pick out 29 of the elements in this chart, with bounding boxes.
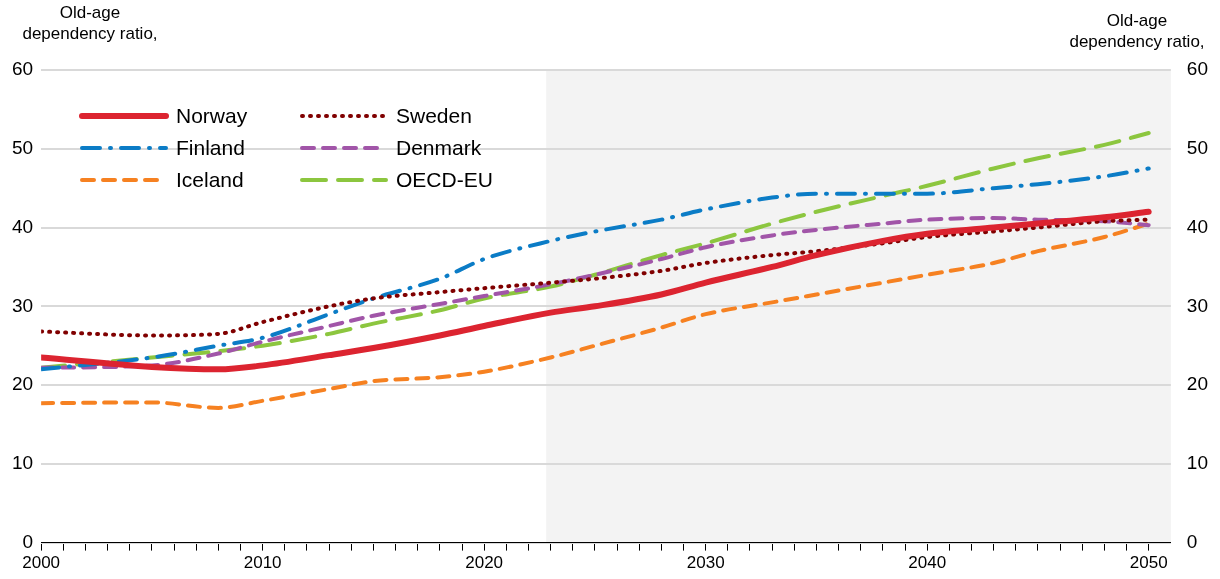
x-tick-label: 2020: [465, 553, 504, 573]
legend-label: OECD-EU: [396, 168, 493, 192]
y-tick-label: 10: [11, 452, 34, 474]
y2-tick-label: 0: [1186, 530, 1198, 552]
y-tick-label: 60: [11, 58, 34, 80]
y-axis-title: Old-age dependency ratio,: [21, 2, 159, 44]
x-tick-label: 2040: [908, 553, 947, 573]
y2-tick-label: 10: [1186, 452, 1209, 474]
y-tick-label: 20: [11, 373, 34, 395]
x-tick-label: 2050: [1129, 553, 1168, 573]
y-tick-label: 0: [22, 530, 34, 552]
legend-label: Iceland: [176, 168, 244, 192]
y2-axis-title: Old-age dependency ratio,: [1068, 10, 1206, 52]
x-tick-label: 2000: [22, 553, 61, 573]
y2-tick-label: 30: [1186, 294, 1209, 316]
y-tick-label: 30: [11, 294, 34, 316]
y2-tick-label: 50: [1186, 137, 1209, 158]
y2-tick-label: 20: [1186, 373, 1209, 395]
y-tick-label: 40: [11, 215, 34, 237]
legend-label: Finland: [176, 136, 245, 160]
line-series: [41, 166, 1151, 372]
y2-tick-label: 60: [1186, 58, 1209, 80]
x-tick-label: 2010: [243, 553, 282, 573]
x-tick-label: 2030: [686, 553, 725, 573]
y2-tick-label: 40: [1186, 215, 1209, 237]
legend-label: Sweden: [396, 104, 472, 128]
legend-label: Denmark: [396, 136, 482, 160]
legend-label: Norway: [176, 104, 248, 128]
y-tick-label: 50: [11, 137, 34, 158]
